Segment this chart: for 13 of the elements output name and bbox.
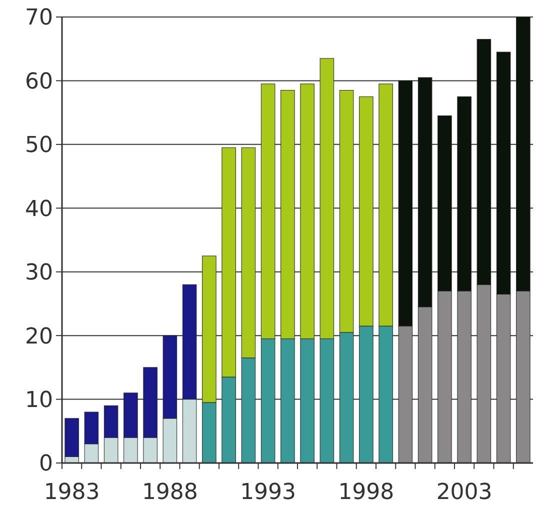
y-tick-label: 30 <box>25 260 53 286</box>
y-tick-label: 70 <box>25 6 53 31</box>
x-tick-label: 1998 <box>338 480 394 505</box>
x-tick-label: 1988 <box>142 480 198 505</box>
y-tick-label: 0 <box>39 452 53 477</box>
x-tick-label: 1983 <box>44 480 100 505</box>
x-tick-label: 1993 <box>240 480 296 505</box>
y-tick-label: 60 <box>25 69 53 94</box>
x-tick-label: 2003 <box>436 480 492 505</box>
y-tick-label: 10 <box>25 388 53 413</box>
y-tick-label: 40 <box>25 196 53 222</box>
y-tick-label: 20 <box>25 324 53 350</box>
y-tick-label: 50 <box>25 133 53 158</box>
